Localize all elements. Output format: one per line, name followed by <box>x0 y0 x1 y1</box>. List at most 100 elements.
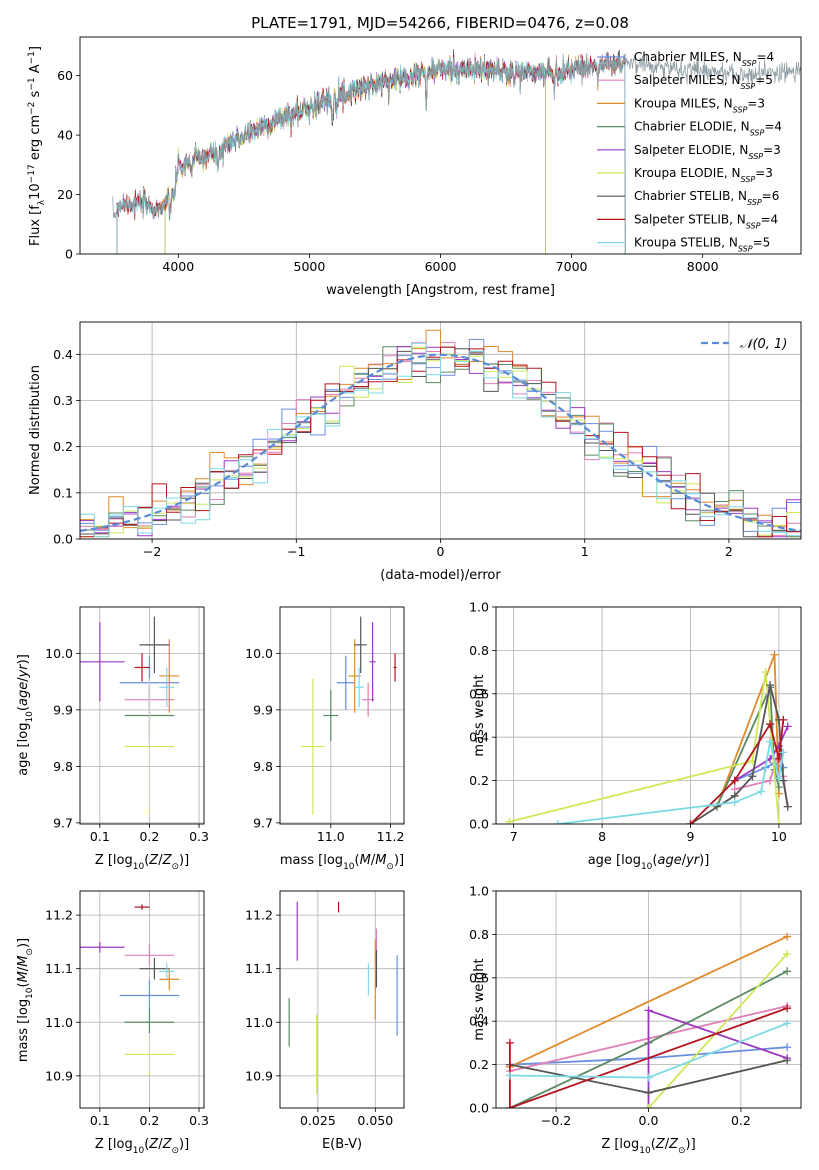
weight-point <box>783 1004 792 1013</box>
y-tick-label: 0 <box>65 247 73 262</box>
legend-label: Chabrier ELODIE, NSSP=4 <box>634 120 782 138</box>
y-tick-label: 10.9 <box>45 1068 73 1083</box>
y-axis-label: Flux [fλ10−17 erg cm−2 s−1 A−1] <box>27 46 47 246</box>
x-tick-label: 0.3 <box>189 829 209 844</box>
weight-point <box>779 715 788 724</box>
y-tick-label: 10.0 <box>45 646 73 661</box>
errorbar-point <box>134 653 150 682</box>
weight_vs_age-axes: 7 8 9 10 0.0 0.2 0.4 0.6 0.8 1.0 age [log10(age/yr… <box>469 600 802 872</box>
errorbar-point <box>124 1032 175 1076</box>
weight_vs_age-lines <box>505 650 792 824</box>
y-tick-label: 20 <box>57 187 73 202</box>
legend-label: Kroupa MILES, NSSP=3 <box>634 96 765 114</box>
axes-frame <box>495 606 802 825</box>
errorbar-point <box>80 941 125 953</box>
weight-series-line <box>734 726 789 782</box>
x-tick-label: 0.2 <box>731 1113 751 1128</box>
x-tick-label: 0.3 <box>189 1113 209 1128</box>
y-tick-label: 0.4 <box>53 347 73 362</box>
weight-point <box>766 720 775 729</box>
x-tick-label: 8000 <box>687 259 719 274</box>
y-tick-label: 40 <box>57 128 73 143</box>
weight-point <box>774 820 783 824</box>
legend-label: Kroupa ELODIE, NSSP=3 <box>634 166 773 184</box>
y-tick-label: 0.2 <box>469 1057 489 1072</box>
weight-point <box>730 798 739 807</box>
axes-frame <box>279 890 405 1109</box>
errorbar-point <box>336 655 355 710</box>
x-tick-label: 5000 <box>294 259 326 274</box>
legend-label: Salpeter STELIB, NSSP=4 <box>634 212 778 230</box>
age_vs_Z-axes: 0.1 0.2 0.3 9.7 9.8 9.9 10.0 Z [log10(Z/Z⊙)] age… <box>16 606 209 872</box>
x-tick-label: 0.2 <box>139 1113 159 1128</box>
x-tick-label: 7 <box>510 829 518 844</box>
y-tick-label: 9.7 <box>253 815 273 830</box>
y-tick-label: 0.4 <box>469 730 489 745</box>
weight-point <box>686 820 695 824</box>
y-tick-label: 0.1 <box>53 485 73 500</box>
mass_vs_ebv-axes: 0.025 0.050 10.9 11.0 11.1 11.2 E(B-V) <box>245 890 405 1152</box>
y-tick-label: 10.0 <box>245 646 273 661</box>
y-tick-label: 11.1 <box>45 961 73 976</box>
x-axis-label: age [log10(age/yr)] <box>588 853 710 872</box>
y-tick-label: 9.8 <box>253 759 273 774</box>
x-tick-label: 0.0 <box>639 1113 659 1128</box>
errorbar-point <box>139 957 170 980</box>
y-tick-label: 9.9 <box>253 702 273 717</box>
weight-point <box>766 681 775 690</box>
weight-point <box>783 949 792 958</box>
x-axis-label: wavelength [Angstrom, rest frame] <box>326 283 555 298</box>
spectrum-lines <box>112 49 801 254</box>
residuals-axes: −2 −1 0 1 2 0.0 0.1 0.2 0.3 0.4 𝒩(0, 1) (data-model… <box>28 321 802 583</box>
errorbar-point <box>159 963 175 980</box>
y-tick-label: 9.9 <box>53 702 73 717</box>
weight-point <box>783 722 792 731</box>
spectrum-legend: Chabrier MILES, NSSP=4 Salpeter MILES, NS… <box>597 50 782 253</box>
age_vs_mass-errorbars <box>300 616 397 815</box>
y-tick-label: 0.8 <box>469 927 489 942</box>
errorbar-point <box>393 653 397 682</box>
weight-point <box>748 772 757 781</box>
errorbar-point <box>80 622 125 702</box>
weight-point <box>505 1038 514 1047</box>
y-axis-label: age [log10(age/yr)] <box>16 654 35 776</box>
y-tick-label: 10.9 <box>245 1068 273 1083</box>
spectrum-model-line <box>116 54 626 254</box>
weight-point <box>779 776 788 785</box>
y-axis-label: Normed distribution <box>28 365 43 495</box>
histogram-series <box>80 329 801 538</box>
x-tick-label: 0.025 <box>300 1113 336 1128</box>
residual-legend: 𝒩(0, 1) <box>701 337 787 352</box>
age_vs_mass-axes: 11.0 11.2 9.7 9.8 9.9 10.0 mass [log10(M/M⊙)] <box>245 606 405 872</box>
weight-point <box>779 748 788 757</box>
mass_vs_Z-axes: 0.1 0.2 0.3 10.9 11.0 11.1 11.2 Z [log10(Z/Z⊙)]… <box>16 890 209 1156</box>
histogram-step <box>80 346 801 538</box>
weight-point <box>783 932 792 941</box>
legend-label: Salpeter ELODIE, NSSP=3 <box>634 143 781 161</box>
y-tick-label: 0.6 <box>469 970 489 985</box>
y-axis-label: mass weight <box>472 958 487 1040</box>
weight-series-line <box>689 719 785 824</box>
y-tick-label: 0.8 <box>469 643 489 658</box>
weight-point <box>770 650 779 659</box>
histogram-step <box>80 342 801 538</box>
spectrum-data-line <box>112 54 801 219</box>
weight-point <box>505 817 514 824</box>
weight-point <box>783 1043 792 1052</box>
x-tick-label: 0.050 <box>357 1113 393 1128</box>
y-tick-label: 0.2 <box>53 439 73 454</box>
histogram-step <box>80 341 801 538</box>
axes-frame <box>279 606 405 825</box>
x-tick-label: 0.1 <box>90 1113 110 1128</box>
legend-label: Kroupa STELIB, NSSP=5 <box>634 236 770 254</box>
y-tick-label: 0.3 <box>53 393 73 408</box>
legend-label: Chabrier MILES, NSSP=4 <box>634 50 774 68</box>
y-tick-label: 0.4 <box>469 1014 489 1029</box>
y-tick-label: 11.0 <box>245 1015 273 1030</box>
mass_vs_Z-errorbars <box>80 904 180 1076</box>
mass_vs_ebv-errorbars <box>288 901 398 1095</box>
weight-point <box>783 967 792 976</box>
axes-frame <box>79 36 802 255</box>
y-tick-label: 1.0 <box>469 600 489 615</box>
